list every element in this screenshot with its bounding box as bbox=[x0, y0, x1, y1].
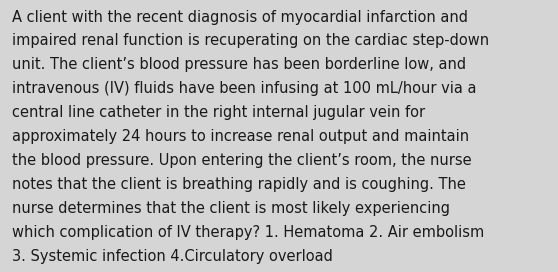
Text: 3. Systemic infection 4.Circulatory overload: 3. Systemic infection 4.Circulatory over… bbox=[12, 249, 333, 264]
Text: notes that the client is breathing rapidly and is coughing. The: notes that the client is breathing rapid… bbox=[12, 177, 466, 192]
Text: central line catheter in the right internal jugular vein for: central line catheter in the right inter… bbox=[12, 105, 425, 120]
Text: impaired renal function is recuperating on the cardiac step-down: impaired renal function is recuperating … bbox=[12, 33, 489, 48]
Text: nurse determines that the client is most likely experiencing: nurse determines that the client is most… bbox=[12, 201, 450, 216]
Text: intravenous (IV) fluids have been infusing at 100 mL/hour via a: intravenous (IV) fluids have been infusi… bbox=[12, 81, 477, 96]
Text: unit. The client’s blood pressure has been borderline low, and: unit. The client’s blood pressure has be… bbox=[12, 57, 466, 72]
Text: A client with the recent diagnosis of myocardial infarction and: A client with the recent diagnosis of my… bbox=[12, 10, 468, 24]
Text: the blood pressure. Upon entering the client’s room, the nurse: the blood pressure. Upon entering the cl… bbox=[12, 153, 472, 168]
Text: which complication of IV therapy? 1. Hematoma 2. Air embolism: which complication of IV therapy? 1. Hem… bbox=[12, 225, 484, 240]
Text: approximately 24 hours to increase renal output and maintain: approximately 24 hours to increase renal… bbox=[12, 129, 469, 144]
